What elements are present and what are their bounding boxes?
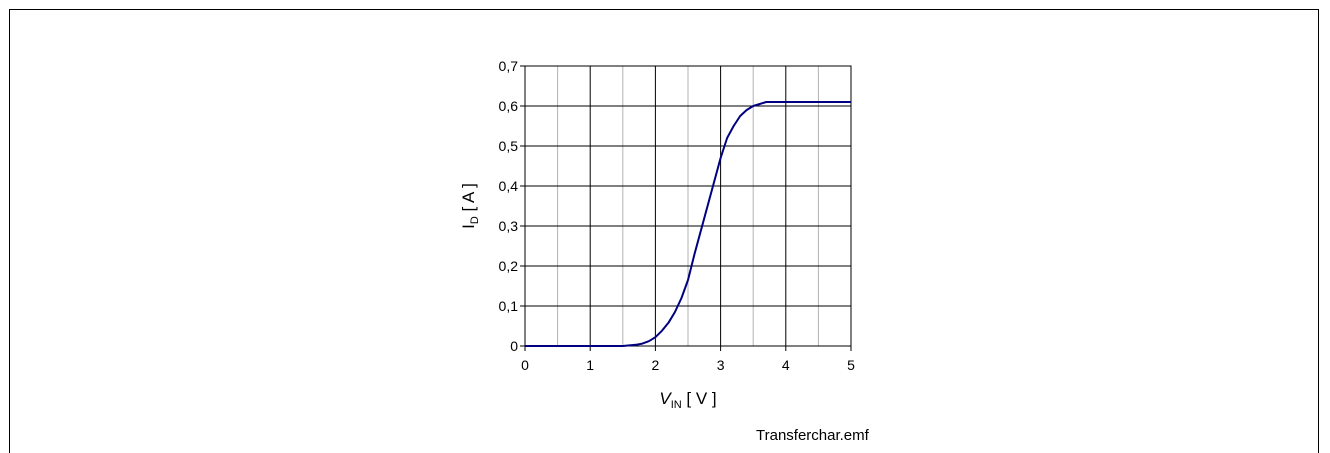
x-tick-label: 5: [847, 357, 855, 373]
x-axis-label: VIN [ V ]: [659, 389, 716, 411]
series-line: [525, 101, 851, 347]
x-axis-label-unit: [ V ]: [682, 389, 717, 408]
y-tick-label: 0: [510, 338, 518, 354]
grid-lines: [525, 66, 851, 346]
x-tick-label: 1: [586, 357, 594, 373]
figure-frame: [9, 9, 1319, 453]
y-axis-label-unit: [ A ]: [459, 183, 478, 216]
y-axis-label: ID [ A ]: [459, 183, 481, 229]
data-series: [525, 101, 851, 347]
y-tick-label: 0,4: [499, 178, 519, 194]
x-axis-label-sub: IN: [671, 399, 682, 411]
y-axis-label-main: I: [459, 224, 478, 229]
x-tick-label: 3: [717, 357, 725, 373]
y-tick-label: 0,7: [499, 58, 519, 74]
y-tick-labels: 0 0,1 0,2 0,3 0,4 0,5 0,6 0,7: [499, 58, 525, 354]
y-tick-label: 0,2: [499, 258, 519, 274]
y-tick-label: 0,5: [499, 138, 519, 154]
plot-border: [524, 65, 852, 347]
y-tick-label: 0,3: [499, 218, 519, 234]
y-axis-label-sub: D: [469, 216, 481, 224]
y-tick-label: 0,1: [499, 298, 519, 314]
x-tick-label: 4: [782, 357, 790, 373]
x-axis-label-main: V: [659, 389, 672, 408]
y-tick-label: 0,6: [499, 98, 519, 114]
file-label: Transferchar.emf: [756, 427, 869, 444]
x-tick-label: 2: [652, 357, 660, 373]
x-tick-label: 0: [521, 357, 529, 373]
x-tick-labels: 0 1 2 3 4 5: [521, 346, 855, 373]
